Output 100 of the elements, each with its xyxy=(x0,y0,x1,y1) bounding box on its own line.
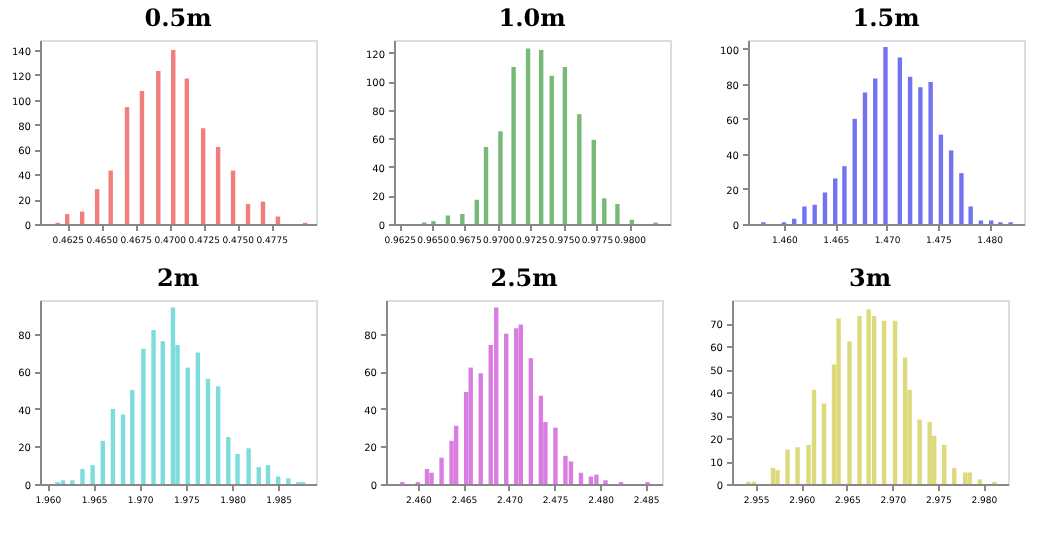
bar xyxy=(959,173,964,224)
bar xyxy=(927,421,932,484)
bar xyxy=(139,90,145,224)
bar xyxy=(928,82,933,224)
bar xyxy=(215,146,221,224)
bar xyxy=(568,461,574,484)
bar xyxy=(64,214,70,224)
bar xyxy=(897,57,903,224)
bar xyxy=(591,139,596,224)
bar xyxy=(528,358,534,484)
bar xyxy=(873,78,878,224)
bar xyxy=(245,204,251,224)
bar xyxy=(275,476,281,484)
bar xyxy=(563,455,568,484)
bar xyxy=(478,373,483,484)
bar xyxy=(770,467,776,484)
bar xyxy=(124,107,130,224)
bar xyxy=(588,476,594,484)
bar xyxy=(938,134,944,224)
bar xyxy=(775,470,780,484)
bar xyxy=(802,206,807,224)
bar xyxy=(525,48,531,224)
bar xyxy=(498,131,503,224)
bar xyxy=(130,390,135,484)
bar xyxy=(424,468,430,484)
bar xyxy=(562,67,568,224)
bar xyxy=(907,76,913,224)
bar xyxy=(120,414,126,484)
chart-title: 2m xyxy=(156,264,200,292)
bar xyxy=(453,425,459,484)
chart-title: 1.5m xyxy=(852,4,921,32)
bar xyxy=(460,214,465,224)
bar xyxy=(90,465,95,484)
bar xyxy=(100,440,105,484)
bar xyxy=(538,395,544,484)
bar xyxy=(577,114,582,224)
bar xyxy=(836,318,841,484)
bar xyxy=(594,474,599,484)
bar xyxy=(968,206,973,224)
bar xyxy=(429,472,434,484)
bar xyxy=(265,465,271,484)
bar xyxy=(553,427,558,484)
bar xyxy=(785,449,790,484)
chart-title: 0.5m xyxy=(144,4,213,32)
bar xyxy=(871,316,877,484)
bar xyxy=(483,146,489,224)
bar xyxy=(942,444,947,484)
bar xyxy=(468,367,473,484)
bar xyxy=(504,333,509,484)
bar xyxy=(852,118,857,224)
bar xyxy=(539,49,544,224)
bar xyxy=(948,150,954,224)
bar xyxy=(80,468,85,484)
bar xyxy=(439,457,444,484)
bar xyxy=(549,75,554,224)
bar xyxy=(847,341,852,484)
bar xyxy=(514,328,519,484)
bar xyxy=(445,215,451,224)
bar xyxy=(811,389,817,484)
bar xyxy=(246,448,251,484)
bar xyxy=(857,316,862,484)
chart-title: 3m xyxy=(848,264,892,292)
bar xyxy=(883,47,888,224)
bar xyxy=(917,419,922,484)
bar xyxy=(821,403,827,484)
bar xyxy=(110,408,116,484)
bar xyxy=(952,467,957,484)
bar xyxy=(474,199,479,224)
bar xyxy=(195,352,201,484)
bar xyxy=(902,357,908,484)
bar xyxy=(170,307,176,484)
bar xyxy=(833,178,838,224)
bar xyxy=(286,478,291,484)
bar xyxy=(866,309,871,484)
bar xyxy=(795,447,800,484)
bar xyxy=(226,437,231,484)
bar xyxy=(615,204,620,224)
bar xyxy=(151,330,156,484)
bar xyxy=(185,367,190,484)
bar xyxy=(94,189,100,224)
bar xyxy=(812,204,817,224)
chart-title: 2.5m xyxy=(490,264,559,292)
bar xyxy=(842,166,847,224)
bar xyxy=(156,71,161,224)
chart-title: 1.0m xyxy=(498,4,567,32)
bar xyxy=(862,92,868,224)
bar xyxy=(494,307,499,484)
bar xyxy=(141,348,146,484)
bar xyxy=(518,324,524,484)
bar xyxy=(171,49,176,224)
bar xyxy=(108,170,113,224)
bar xyxy=(892,320,898,484)
bar xyxy=(511,67,516,224)
bar xyxy=(184,78,190,224)
bar xyxy=(822,192,828,224)
bar xyxy=(200,128,206,224)
bar xyxy=(918,87,923,224)
bar xyxy=(256,467,261,484)
bar xyxy=(260,201,266,224)
bar xyxy=(230,170,236,224)
